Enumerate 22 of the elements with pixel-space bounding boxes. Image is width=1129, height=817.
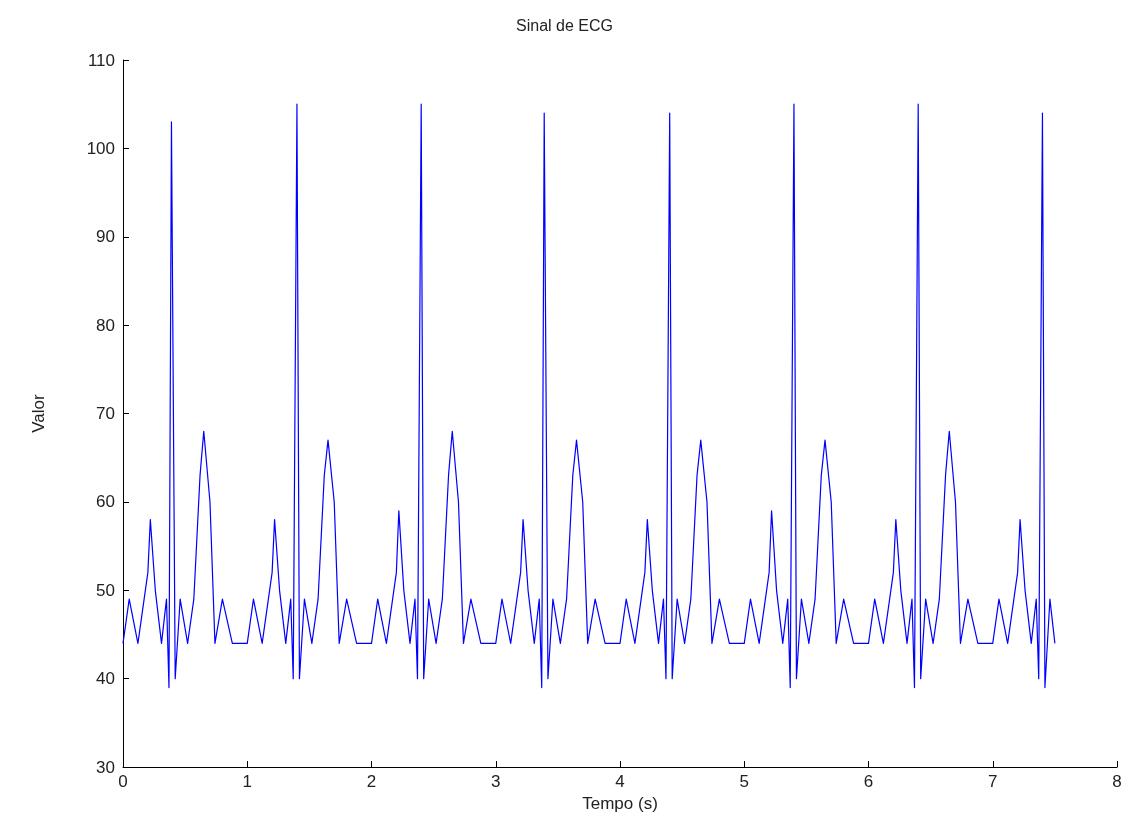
x-tick-label: 1 — [242, 772, 252, 792]
x-tick-label: 6 — [863, 772, 874, 792]
y-tick-label: 30 — [96, 757, 115, 777]
x-tick-label: 7 — [988, 772, 998, 792]
y-tick-label: 110 — [87, 50, 115, 70]
x-tick-label: 4 — [615, 772, 625, 792]
chart-title: Sinal de ECG — [516, 16, 613, 34]
x-tick-label: 2 — [366, 772, 377, 792]
x-tick-label: 3 — [491, 772, 501, 792]
y-tick-label: 50 — [96, 580, 115, 600]
x-tick-label: 5 — [739, 772, 749, 792]
y-tick-label: 70 — [96, 404, 115, 424]
line-series — [122, 103, 1056, 689]
y-tick-label: 80 — [96, 315, 115, 335]
y-tick-label: 90 — [96, 227, 115, 247]
y-tick-label: 100 — [86, 138, 115, 158]
x-tick-label: 8 — [1112, 772, 1122, 792]
y-tick-label: 60 — [96, 492, 115, 512]
y-tick-label: 40 — [96, 669, 115, 689]
y-axis-title: Valor — [29, 394, 48, 433]
x-tick-label: 0 — [118, 772, 128, 792]
x-axis-title: Tempo (s) — [582, 794, 658, 813]
